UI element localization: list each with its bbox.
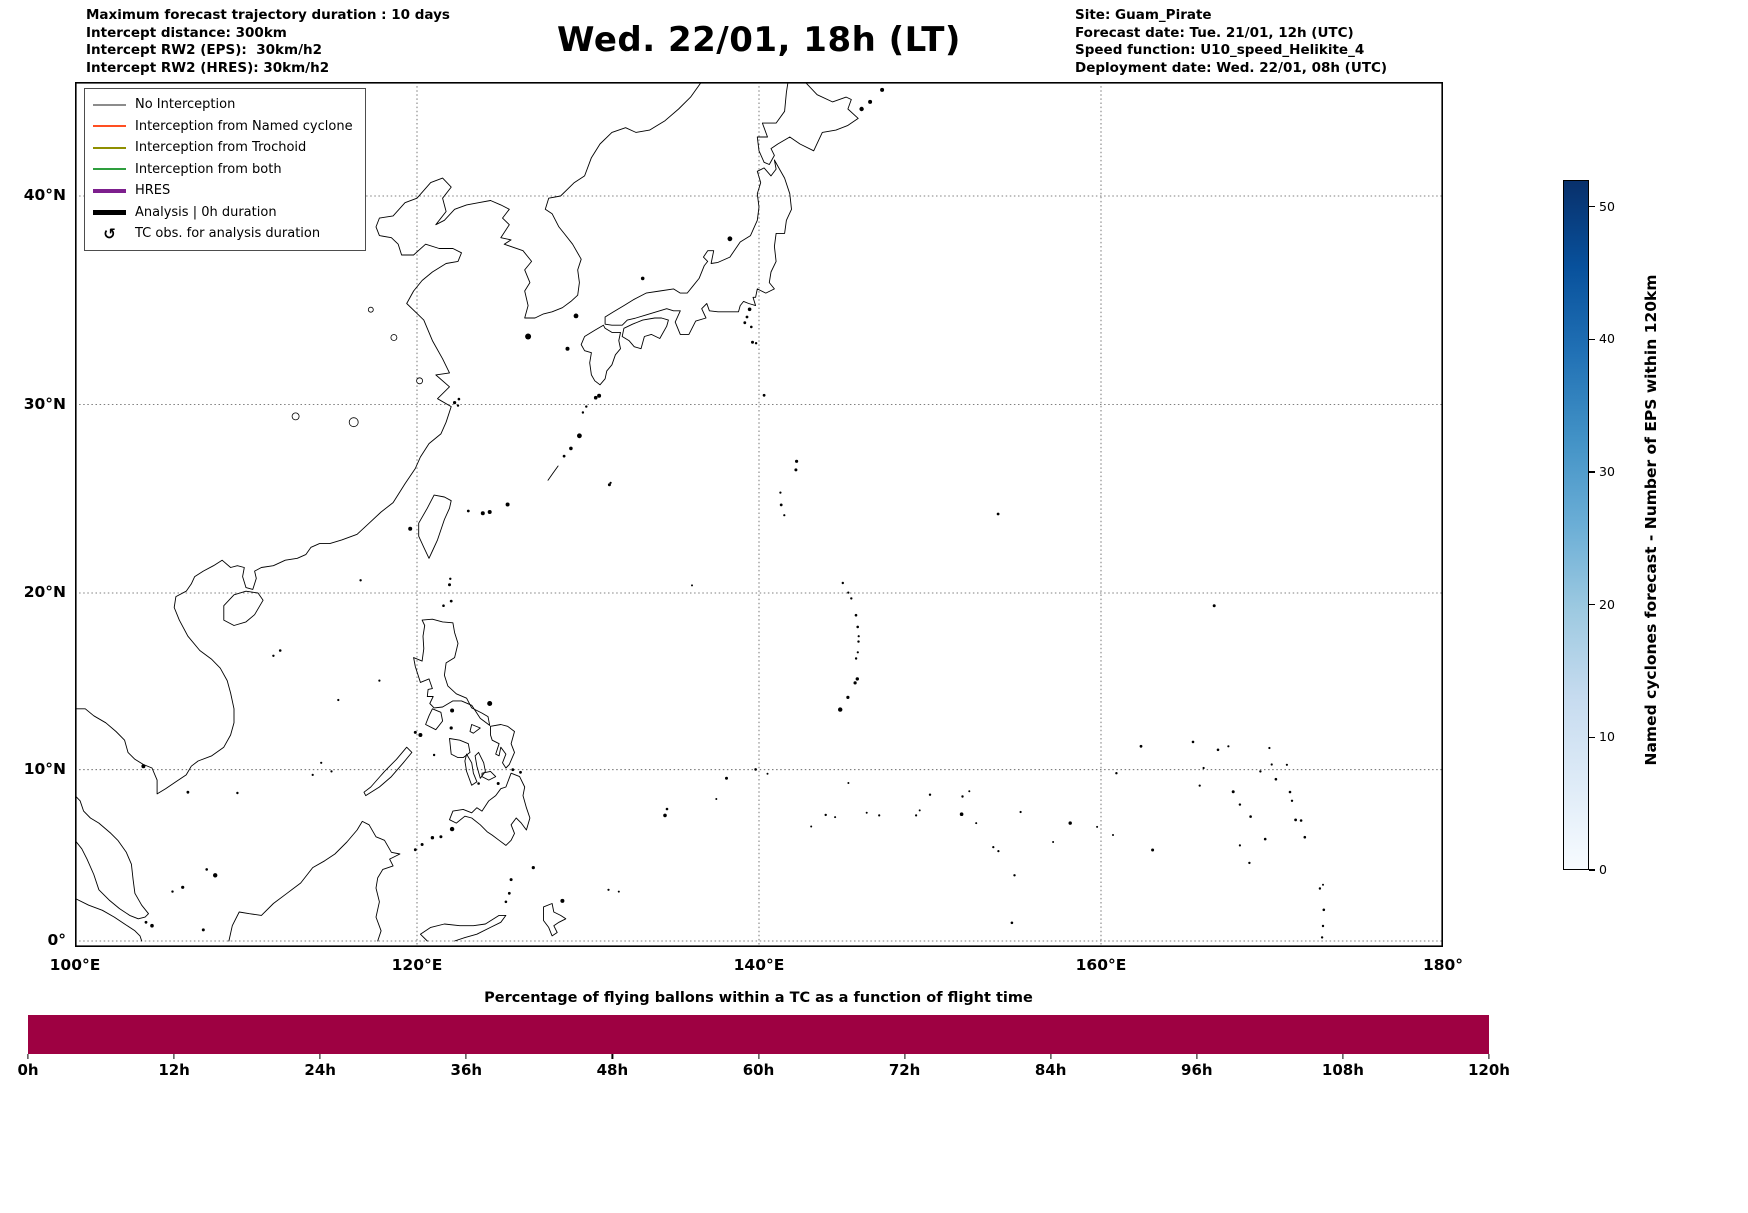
map-panel: No Interception Interception from Named c… [75, 82, 1443, 947]
info-deployment-date: Deployment date: Wed. 22/01, 08h (UTC) [1075, 59, 1388, 76]
flight-time-tick-mark [757, 1054, 760, 1059]
flight-time-tick-mark [173, 1054, 175, 1059]
colorbar-tick-label: 10 [1599, 729, 1615, 745]
flight-time-tick-label: 60h [742, 1061, 775, 1079]
legend-line [93, 125, 126, 128]
x-tick-label: 160°E [1075, 956, 1127, 974]
y-tick-label: 40°N [23, 186, 66, 205]
legend-item: HRES [93, 180, 353, 202]
x-tick-label: 120°E [391, 956, 443, 974]
legend-item-label: Interception from Trochoid [135, 140, 307, 156]
legend-item-label: Analysis | 0h duration [135, 204, 277, 220]
legend-item: No Interception [93, 94, 353, 116]
legend-swatch [93, 210, 126, 215]
legend-line [93, 168, 126, 171]
flight-time-tick-mark [1050, 1054, 1052, 1059]
flight-time-tick-mark [1342, 1054, 1344, 1059]
flight-time-tick-mark [1196, 1054, 1198, 1059]
legend-swatch [93, 188, 126, 193]
flight-time-tick-label: 0h [17, 1061, 39, 1079]
y-tick-label: 20°N [23, 582, 66, 601]
flight-time-tick-mark [319, 1054, 321, 1059]
colorbar-tick-label: 0 [1599, 862, 1607, 877]
legend-item-label: TC obs. for analysis duration [135, 226, 321, 242]
legend-line [93, 103, 126, 106]
map-legend: No Interception Interception from Named c… [84, 88, 366, 251]
info-forecast-date: Forecast date: Tue. 21/01, 12h (UTC) [1075, 24, 1354, 41]
legend-item-label: HRES [135, 183, 171, 199]
colorbar-tick-label: 50 [1599, 198, 1615, 214]
legend-item: Interception from Named cyclone [93, 116, 353, 138]
flight-time-tick-mark [27, 1054, 29, 1059]
legend-line [93, 210, 126, 215]
legend-line [93, 188, 126, 193]
colorbar-tick-label: 20 [1599, 596, 1615, 612]
map-canvas [75, 82, 1443, 947]
legend-swatch [93, 125, 126, 128]
flight-time-tick-label: 48h [596, 1061, 629, 1079]
legend-line [93, 146, 126, 149]
flight-time-tick-label: 72h [888, 1061, 921, 1079]
param-intercept-rw2-eps: Intercept RW2 (EPS): 30km/h2 [86, 42, 322, 59]
y-tick-label: 0° [47, 931, 66, 949]
colorbar-tick-mark [1589, 869, 1595, 871]
flight-time-tick-mark [1488, 1054, 1490, 1059]
param-max-duration: Maximum forecast trajectory duration : 1… [86, 7, 450, 23]
flight-time-tick-label: 108h [1321, 1061, 1364, 1079]
forecast-parameters: Maximum forecast trajectory duration : 1… [86, 7, 450, 77]
tc-obs-icon: ↺ [103, 224, 116, 243]
legend-item: ↺ TC obs. for analysis duration [93, 223, 353, 245]
legend-swatch [93, 146, 126, 149]
legend-item-label: Interception from both [135, 161, 282, 177]
y-tick-label: 10°N [23, 759, 66, 778]
flight-time-tick-mark [904, 1054, 906, 1059]
x-tick-label: 100°E [49, 956, 101, 974]
x-tick-label: 140°E [733, 956, 785, 974]
colorbar-tick-label: 40 [1599, 331, 1615, 347]
colorbar-tick-mark [1589, 205, 1595, 208]
flight-time-tick-label: 12h [158, 1061, 190, 1079]
legend-item: Interception from Trochoid [93, 137, 353, 159]
legend-item-label: Interception from Named cyclone [135, 118, 353, 134]
flight-time-tick-mark [611, 1054, 613, 1059]
colorbar-tick-label: 30 [1599, 463, 1615, 479]
flight-time-tick-mark [465, 1054, 467, 1059]
x-tick-label: 180° [1422, 956, 1464, 974]
flight-time-tick-label: 120h [1468, 1061, 1510, 1079]
y-tick-label: 30°N [23, 394, 66, 413]
info-site: Site: Guam_Pirate [1075, 7, 1212, 23]
colorbar-tick-mark [1589, 736, 1595, 738]
flight-time-tick-label: 36h [450, 1061, 483, 1079]
info-speed-function: Speed function: U10_speed_Helikite_4 [1075, 42, 1365, 59]
colorbar-tick-mark [1589, 471, 1595, 473]
legend-item: Interception from both [93, 159, 353, 181]
run-info: Site: Guam_Pirate Forecast date: Tue. 21… [1075, 7, 1387, 77]
param-intercept-rw2-hres: Intercept RW2 (HRES): 30km/h2 [86, 59, 330, 76]
colorbar-label: Named cyclones forecast - Number of EPS … [1642, 274, 1660, 766]
colorbar-tick-mark [1589, 603, 1595, 606]
flight-time-tick-label: 96h [1181, 1061, 1213, 1079]
legend-item: Analysis | 0h duration [93, 202, 353, 224]
param-intercept-distance: Intercept distance: 300km [86, 24, 287, 41]
legend-swatch [93, 103, 126, 106]
colorbar-tick-mark [1589, 338, 1595, 340]
legend-swatch [93, 168, 126, 171]
page-title: Wed. 22/01, 18h (LT) [557, 20, 961, 60]
flight-time-tick-label: 24h [304, 1061, 336, 1079]
legend-item-label: No Interception [135, 97, 236, 113]
percentage-bar [28, 1015, 1489, 1054]
colorbar-gradient [1563, 180, 1589, 870]
bottom-chart-title: Percentage of flying ballons within a TC… [484, 990, 1033, 1006]
flight-time-tick-label: 84h [1034, 1061, 1067, 1079]
